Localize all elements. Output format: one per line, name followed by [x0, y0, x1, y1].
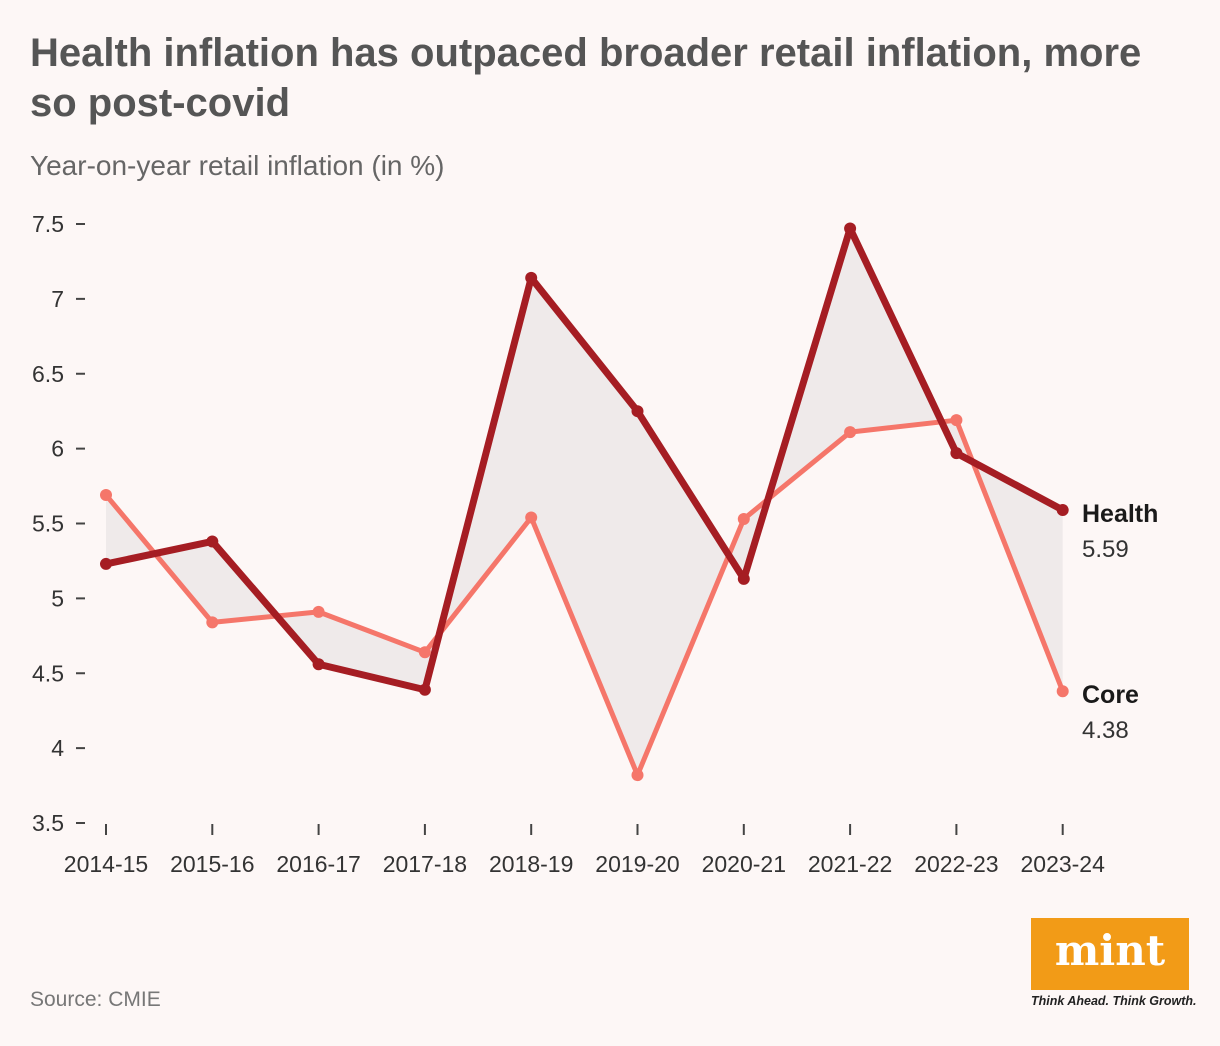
health-point — [844, 222, 857, 235]
core-series-label: Core — [1082, 681, 1139, 709]
x-tick-label: 2016-17 — [276, 851, 360, 877]
core-point — [418, 646, 431, 659]
x-tick-label: 2022-23 — [914, 851, 998, 877]
difference-area-layer — [106, 228, 1063, 776]
core-point — [737, 513, 750, 526]
y-tick-label: 5 — [51, 585, 64, 611]
y-tick-label: 6.5 — [32, 361, 64, 387]
source-note: Source: CMIE — [30, 988, 161, 1011]
health-point — [312, 658, 325, 671]
x-tick-label: 2020-21 — [702, 851, 786, 877]
y-tick-label: 4 — [51, 735, 64, 761]
brand-tagline: Think Ahead. Think Growth. — [1031, 994, 1197, 1008]
series-points — [100, 222, 1069, 782]
health-point — [100, 557, 112, 570]
mint-logo: mint — [1031, 918, 1189, 990]
series-end-labels: Health 5.59 Core 4.38 — [1082, 500, 1158, 744]
series-lines — [102, 224, 1067, 778]
core-point — [312, 605, 325, 618]
y-tick-label: 3.5 — [32, 810, 64, 836]
y-tick-label: 7.5 — [32, 211, 64, 237]
core-point — [950, 414, 963, 427]
y-tick-label: 7 — [51, 286, 64, 312]
core-end-value: 4.38 — [1082, 717, 1129, 744]
y-tick-label: 5.5 — [32, 511, 64, 537]
health-end-value: 5.59 — [1082, 536, 1129, 563]
health-point — [206, 535, 219, 548]
health-point — [950, 447, 963, 460]
health-point — [631, 405, 644, 418]
chart-title: Health inflation has outpaced broader re… — [30, 31, 1142, 125]
x-tick-label: 2015-16 — [170, 851, 254, 877]
core-point — [844, 426, 857, 439]
health-point — [737, 572, 750, 585]
x-tick-label: 2023-24 — [1020, 851, 1105, 877]
x-tick-label: 2021-22 — [808, 851, 892, 877]
difference-area — [106, 228, 1063, 776]
health-line — [102, 224, 1067, 694]
health-point — [1056, 504, 1069, 517]
x-tick-label: 2019-20 — [595, 851, 679, 877]
axes: 3.5 4 4.5 5 5.5 6 6.5 7 7.5 2014-15 2015-16 2016-17… — [32, 211, 1105, 877]
x-tick-label: 2017-18 — [383, 851, 467, 877]
core-point — [100, 489, 112, 502]
core-point — [631, 769, 644, 782]
health-series-label: Health — [1082, 500, 1158, 528]
core-point — [525, 511, 538, 524]
chart-subtitle: Year-on-year retail inflation (in %) — [30, 150, 445, 181]
core-point — [206, 616, 219, 629]
core-point — [1056, 685, 1069, 698]
x-tick-label: 2018-19 — [489, 851, 573, 877]
core-line — [103, 417, 1066, 778]
x-tick-label: 2014-15 — [64, 851, 148, 877]
y-tick-label: 6 — [51, 436, 64, 462]
health-point — [418, 683, 431, 696]
health-point — [525, 271, 538, 284]
y-tick-label: 4.5 — [32, 660, 64, 686]
